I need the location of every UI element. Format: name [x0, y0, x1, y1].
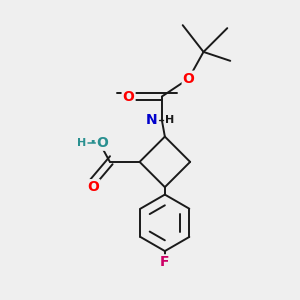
- Text: O: O: [123, 89, 134, 103]
- Text: F: F: [160, 255, 170, 269]
- Text: O: O: [183, 72, 195, 86]
- Text: ·: ·: [89, 134, 95, 152]
- Text: N: N: [146, 113, 157, 127]
- Text: O: O: [97, 136, 108, 150]
- Text: H: H: [165, 115, 174, 125]
- Text: H: H: [77, 138, 86, 148]
- Text: O: O: [88, 180, 100, 194]
